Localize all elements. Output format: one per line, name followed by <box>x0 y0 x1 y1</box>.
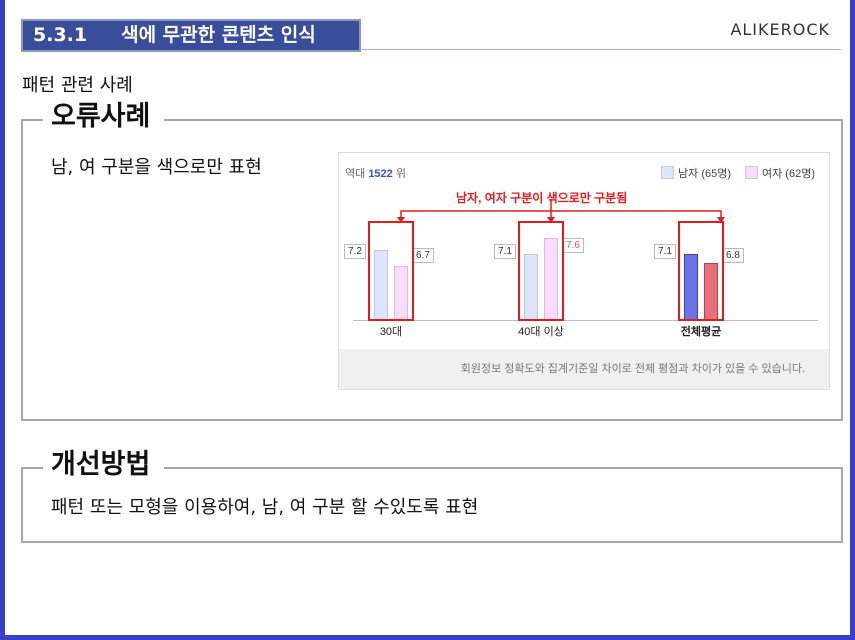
section-header: 5.3.1 색에 무관한 콘텐츠 인식 <box>21 19 361 52</box>
category-label-2: 전체평균 <box>680 326 722 338</box>
legend-male-label: 남자 (65명) <box>678 168 732 180</box>
value-label-female-1: 7.6 <box>562 238 584 253</box>
error-case-text: 남, 여 구분을 색으로만 표현 <box>51 157 262 178</box>
error-case-panel: 오류사례 남, 여 구분을 색으로만 표현 <box>21 97 843 421</box>
chart-footer-note: 회원정보 정확도와 집계기준일 차이로 전체 평점과 차이가 있을 수 있습니다… <box>339 349 829 389</box>
improvement-title: 개선방법 <box>43 445 165 485</box>
page-subtitle: 패턴 관련 사례 <box>22 75 133 96</box>
annotation-arrows <box>397 199 725 223</box>
rating-bar-chart: 역대 1522 위 남자 (65명) 여자 (62명) 남자, 여자 구분이 색… <box>338 152 830 390</box>
chart-legend: 남자 (65명) 여자 (62명) <box>661 165 815 181</box>
header-rule <box>361 49 841 50</box>
category-label-1: 40대 이상 <box>518 326 564 338</box>
section-title: 색에 무관한 콘텐츠 인식 <box>121 24 316 46</box>
highlight-box-0 <box>368 221 414 321</box>
legend-female-swatch <box>745 166 759 179</box>
chart-baseline <box>353 320 818 321</box>
legend-female-label: 여자 (62명) <box>762 168 815 180</box>
improvement-text: 패턴 또는 모형을 이용하여, 남, 여 구분 할 수있도록 표현 <box>51 497 479 518</box>
highlight-box-1 <box>518 221 564 321</box>
rank-prefix: 역대 <box>345 168 366 180</box>
value-label-male-2: 7.1 <box>654 244 676 259</box>
value-label-male-1: 7.1 <box>494 244 516 259</box>
section-number: 5.3.1 <box>33 24 88 46</box>
value-label-female-2: 6.8 <box>722 248 744 263</box>
chart-annotation: 남자, 여자 구분이 색으로만 구분됨 <box>456 191 628 205</box>
category-label-0: 30대 <box>379 326 403 338</box>
rank-suffix: 위 <box>395 168 406 180</box>
legend-male: 남자 (65명) <box>661 165 731 181</box>
rank-value: 1522 <box>368 168 393 180</box>
rank-readout: 역대 1522 위 <box>345 165 406 181</box>
value-label-male-0: 7.2 <box>344 244 366 259</box>
improvement-panel: 개선방법 패턴 또는 모형을 이용하여, 남, 여 구분 할 수있도록 표현 <box>21 445 843 543</box>
error-case-title: 오류사례 <box>43 97 165 137</box>
legend-male-swatch <box>661 166 675 179</box>
brand-logo-text: ALIKEROCK <box>730 20 830 39</box>
highlight-box-2 <box>678 221 724 321</box>
legend-female: 여자 (62명) <box>745 165 815 181</box>
value-label-female-0: 6.7 <box>412 248 434 263</box>
